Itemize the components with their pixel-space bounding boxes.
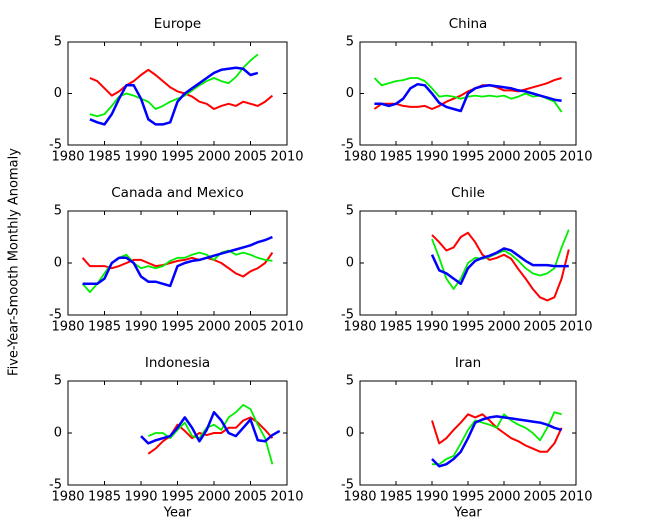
- y-tick-label: 0: [346, 256, 354, 271]
- data-line: [432, 411, 562, 466]
- x-tick-label: 1990: [124, 150, 157, 165]
- y-axis-label: Five-Year-Smooth Monthly Anomaly: [7, 148, 22, 376]
- chart-title: Iran: [455, 355, 481, 371]
- x-tick-label: 2005: [234, 490, 267, 505]
- y-tick-label: -5: [341, 308, 354, 323]
- data-line: [81, 249, 273, 293]
- x-tick-label: 1990: [124, 490, 157, 505]
- data-line: [430, 247, 569, 286]
- x-axis-label: Year: [453, 506, 482, 521]
- x-tick-label: 1990: [415, 490, 448, 505]
- data-line: [373, 77, 562, 110]
- data-line: [431, 231, 570, 302]
- y-tick-label: -5: [49, 478, 62, 493]
- y-tick-label: -5: [341, 138, 354, 153]
- x-tick-label: 1985: [379, 150, 412, 165]
- x-tick-label: 1985: [88, 150, 121, 165]
- x-tick-label: 2010: [559, 150, 592, 165]
- y-tick-label: 0: [346, 86, 354, 101]
- chart-title: China: [449, 16, 488, 32]
- y-tick-label: 0: [54, 256, 62, 271]
- x-tick-label: 1995: [161, 490, 194, 505]
- x-tick-label: 2010: [559, 490, 592, 505]
- x-tick-label: 2005: [234, 320, 267, 335]
- x-tick-label: 2000: [487, 150, 520, 165]
- x-tick-label: 1980: [343, 150, 376, 165]
- y-tick-label: 5: [346, 374, 354, 389]
- data-line: [374, 82, 562, 113]
- x-axis-label: Year: [163, 506, 192, 521]
- data-line: [81, 252, 274, 278]
- x-tick-label: 2005: [523, 490, 556, 505]
- data-line: [89, 68, 274, 110]
- x-tick-label: 1985: [379, 490, 412, 505]
- y-tick-label: 5: [346, 35, 354, 50]
- x-tick-label: 1995: [161, 150, 194, 165]
- x-tick-label: 1980: [51, 320, 84, 335]
- y-tick-label: 0: [54, 426, 62, 441]
- x-tick-label: 2005: [523, 320, 556, 335]
- axes-box: [67, 210, 288, 316]
- x-tick-label: 1995: [451, 490, 484, 505]
- y-tick-label: 5: [54, 374, 62, 389]
- data-line: [140, 410, 281, 445]
- x-tick-label: 2000: [487, 320, 520, 335]
- x-tick-label: 2005: [523, 150, 556, 165]
- x-tick-label: 2010: [270, 150, 303, 165]
- chart-title: Canada and Mexico: [111, 185, 244, 201]
- x-tick-label: 1980: [343, 490, 376, 505]
- x-tick-label: 1985: [88, 320, 121, 335]
- data-line: [431, 229, 570, 290]
- y-tick-label: 5: [54, 204, 62, 219]
- x-tick-label: 2010: [559, 320, 592, 335]
- x-tick-label: 2005: [234, 150, 267, 165]
- x-tick-label: 1980: [343, 320, 376, 335]
- chart-title: Chile: [451, 185, 485, 201]
- x-tick-label: 1995: [161, 320, 194, 335]
- x-tick-label: 1980: [51, 490, 84, 505]
- data-line: [431, 415, 562, 468]
- y-tick-label: 0: [54, 86, 62, 101]
- x-tick-label: 2000: [197, 320, 230, 335]
- data-line: [89, 66, 259, 126]
- x-tick-label: 1990: [124, 320, 157, 335]
- x-tick-label: 2010: [270, 490, 303, 505]
- x-tick-label: 2010: [270, 320, 303, 335]
- data-line: [89, 53, 259, 118]
- data-line: [431, 413, 563, 453]
- y-tick-label: 0: [346, 426, 354, 441]
- y-tick-label: -5: [341, 478, 354, 493]
- y-tick-label: -5: [49, 308, 62, 323]
- x-tick-label: 1985: [88, 490, 121, 505]
- x-tick-label: 1985: [379, 320, 412, 335]
- x-tick-label: 1995: [451, 150, 484, 165]
- chart-title: Europe: [154, 16, 201, 32]
- y-tick-label: -5: [49, 138, 62, 153]
- x-tick-label: 1995: [451, 320, 484, 335]
- x-tick-label: 1990: [415, 150, 448, 165]
- x-tick-label: 2000: [487, 490, 520, 505]
- x-tick-label: 2000: [197, 490, 230, 505]
- y-tick-label: 5: [346, 204, 354, 219]
- chart-title: Indonesia: [145, 355, 210, 371]
- x-tick-label: 1990: [415, 320, 448, 335]
- data-line: [82, 235, 273, 288]
- x-tick-label: 2000: [197, 150, 230, 165]
- x-tick-label: 1980: [51, 150, 84, 165]
- y-tick-label: 5: [54, 35, 62, 50]
